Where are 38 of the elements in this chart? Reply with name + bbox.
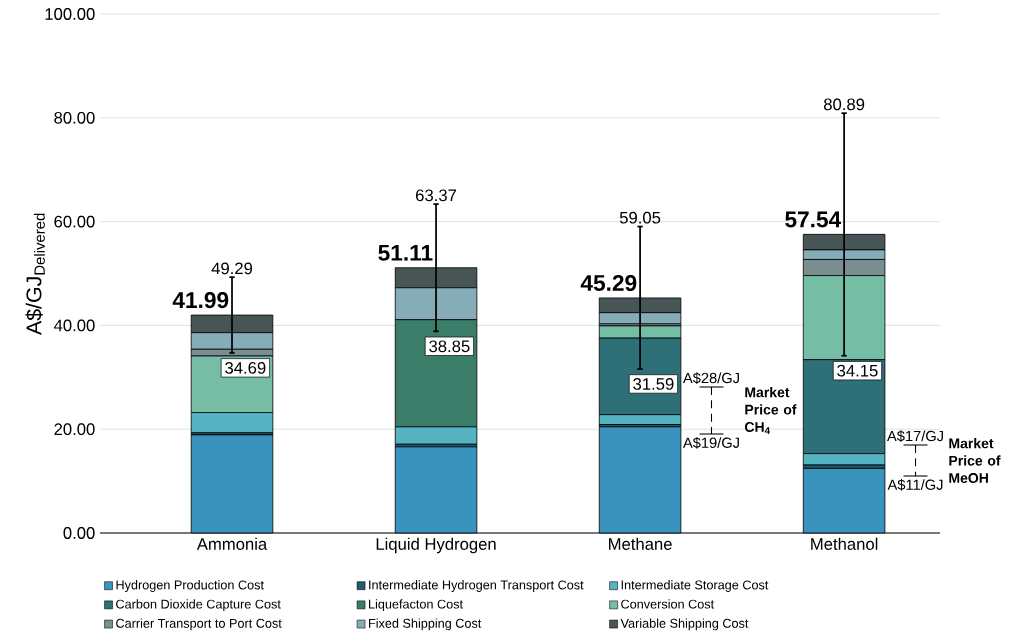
annotation: A$17/GJ	[887, 430, 943, 443]
annotation: 59.05	[619, 211, 661, 224]
legend-label: Carbon Dioxide Capture Cost	[116, 599, 281, 612]
total-label: 57.54	[785, 211, 842, 228]
y-axis-title: $\text{A\$/GJ}_{\text{Delivered}}$	[25, 213, 45, 335]
y-tick-label: 80.00	[54, 111, 95, 124]
legend-label: Liquefacton Cost	[369, 599, 463, 612]
total-label: 51.11	[378, 244, 433, 261]
y-tick-label: 60.00	[54, 215, 95, 228]
legend-label: Carrier Transport to Port Cost	[116, 618, 282, 631]
x-tick-label: Methanol	[811, 537, 878, 550]
annotation: 38.85	[429, 340, 470, 353]
annotation: 63.37	[416, 189, 457, 202]
annotation: A$19/GJ	[682, 436, 739, 449]
legend-label: Conversion Cost	[621, 599, 715, 609]
annotation: 80.89	[823, 98, 865, 111]
annotation: A$28/GJ	[682, 372, 739, 385]
annotation: 31.59	[633, 378, 674, 390]
y-tick-label: 20.00	[54, 423, 95, 436]
y-tick-label: 40.00	[53, 319, 95, 332]
total-label: 41.99	[172, 292, 229, 309]
y-tick-label: 0.00	[63, 527, 95, 539]
annotation: A$11/GJ	[887, 478, 943, 491]
legend-label: Fixed Shipping Cost	[369, 618, 482, 631]
total-label: 45.29	[580, 274, 637, 292]
annotation: 34.15	[837, 364, 878, 377]
annotation: 34.69	[225, 361, 266, 374]
x-tick-label: Liquid Hydrogen	[376, 537, 496, 554]
x-tick-label: Methane	[609, 537, 672, 550]
y-tick-label: 100.00	[45, 8, 95, 20]
legend-label: Intermediate Storage Cost	[621, 580, 769, 592]
legend-label: Hydrogen Production Cost	[116, 580, 264, 592]
text: Market Price of CH$_{4}$	[744, 386, 797, 434]
text: Market Price of MeOH	[949, 438, 1001, 483]
annotation: 49.29	[211, 262, 253, 275]
legend-label: Variable Shipping Cost	[620, 618, 749, 631]
x-tick-label: Ammonia	[196, 537, 268, 550]
legend-label: Intermediate Hydrogen Transport Cost	[369, 580, 584, 592]
